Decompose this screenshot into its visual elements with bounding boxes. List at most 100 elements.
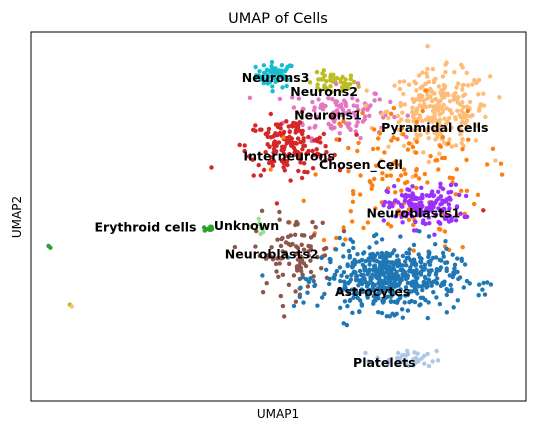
point-astrocytes: [319, 255, 324, 260]
point-neurons2: [348, 73, 354, 78]
point-pyramidal-cells: [386, 144, 391, 149]
point-pyramidal-cells: [427, 103, 433, 109]
point-chosen-cell: [447, 175, 452, 180]
point-neurons1: [372, 91, 377, 96]
point-neuroblasts1: [420, 192, 425, 198]
point-neurons3: [275, 78, 280, 83]
point-pyramidal-cells: [434, 130, 439, 135]
point-chosen-cell: [350, 219, 355, 224]
point-neurons2: [324, 79, 329, 84]
point-interneurons: [310, 166, 316, 171]
point-chosen-cell: [397, 162, 403, 167]
point-neuroblasts2: [306, 253, 311, 258]
point-neurons3: [279, 62, 285, 68]
point-neuroblasts1: [381, 218, 386, 223]
point-astrocytes: [308, 276, 313, 281]
point-platelets: [435, 358, 441, 363]
point-platelets: [385, 361, 391, 367]
point-neuroblasts2: [276, 274, 281, 279]
point-interneurons: [318, 140, 323, 145]
point-pyramidal-cells: [433, 76, 438, 82]
point-astrocytes: [372, 282, 377, 288]
point-neuroblasts2: [322, 253, 328, 258]
point-chosen-cell: [360, 110, 365, 116]
point-pyramidal-cells: [475, 123, 480, 128]
point-interneurons: [323, 144, 328, 149]
point-astrocytes: [438, 283, 444, 288]
point-astrocytes: [417, 303, 422, 308]
point-chosen-cell: [396, 177, 401, 183]
point-astrocytes: [420, 295, 426, 300]
point-astrocytes: [377, 282, 382, 287]
point-interneurons: [322, 158, 327, 163]
point-pyramidal-cells: [461, 104, 466, 110]
point-astrocytes: [374, 240, 379, 245]
point-astrocytes: [342, 299, 348, 304]
point-interneurons: [289, 143, 295, 149]
point-interneurons: [337, 167, 343, 173]
point-neuroblasts1: [415, 213, 420, 218]
point-neuroblasts1: [438, 221, 443, 226]
point-neurons2: [315, 85, 320, 90]
point-chosen-cell: [428, 153, 433, 159]
point-astrocytes: [431, 290, 436, 295]
point-pyramidal-cells: [437, 127, 442, 132]
point-neuroblasts1: [433, 212, 439, 217]
point-neuroblasts1: [458, 211, 463, 216]
point-pyramidal-cells: [428, 94, 433, 100]
point-interneurons: [266, 126, 272, 132]
point-interneurons: [286, 124, 291, 129]
point-astrocytes: [344, 322, 350, 328]
point-neuroblasts2: [290, 241, 295, 247]
point-astrocytes: [369, 276, 374, 281]
point-interneurons: [297, 128, 302, 134]
point-chosen-cell: [337, 121, 342, 127]
point-astrocytes: [403, 285, 409, 290]
point-astrocytes: [434, 295, 439, 300]
point-astrocytes: [414, 283, 419, 288]
point-astrocytes: [336, 290, 342, 295]
point-astrocytes: [425, 315, 430, 321]
point-chosen-cell: [498, 161, 504, 166]
point-interneurons: [242, 143, 247, 148]
point-neurons1: [388, 99, 393, 105]
point-neuroblasts1: [413, 219, 418, 225]
point-astrocytes: [398, 234, 403, 239]
point-neuroblasts1: [446, 202, 452, 207]
point-pyramidal-cells: [459, 129, 464, 134]
point-astrocytes: [444, 266, 449, 271]
point-pyramidal-cells: [453, 115, 458, 120]
point-pyramidal-cells: [414, 88, 419, 93]
point-neuroblasts2: [280, 235, 285, 241]
point-neuroblasts2: [299, 242, 304, 247]
point-pyramidal-cells: [473, 138, 479, 143]
point-neuroblasts1: [446, 190, 451, 195]
cluster-label-neurons2: Neurons2: [290, 84, 358, 99]
point-neuroblasts2: [320, 220, 325, 225]
point-interneurons: [288, 178, 293, 183]
point-pyramidal-cells: [461, 93, 466, 99]
point-neuroblasts2: [295, 245, 301, 251]
point-astrocytes: [407, 247, 412, 252]
point-astrocytes: [371, 233, 377, 239]
point-astrocytes: [405, 308, 411, 313]
point-platelets: [403, 358, 409, 363]
point-neuroblasts2: [303, 263, 309, 269]
point-pyramidal-cells: [467, 99, 473, 105]
point-pyramidal-cells: [437, 98, 442, 104]
point-astrocytes: [441, 254, 446, 259]
point-interneurons: [324, 150, 329, 155]
point-chosen-cell: [401, 167, 407, 172]
point-astrocytes: [347, 279, 352, 284]
point-interneurons: [270, 163, 275, 168]
point-astrocytes: [443, 260, 448, 265]
point-pyramidal-cells: [454, 96, 460, 101]
point-chosen-cell: [321, 237, 327, 243]
point-interneurons: [237, 142, 242, 148]
point-platelets: [374, 360, 379, 365]
point-interneurons: [281, 129, 287, 135]
point-interneurons: [278, 126, 283, 131]
point-astrocytes: [462, 262, 468, 267]
point-pyramidal-cells: [431, 79, 437, 85]
point-astrocytes: [380, 300, 386, 305]
